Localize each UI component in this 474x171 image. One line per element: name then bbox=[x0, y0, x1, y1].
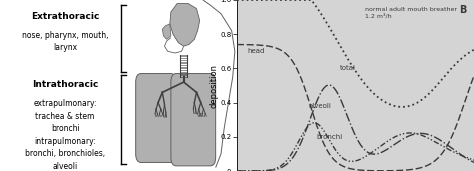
Text: bronchi: bronchi bbox=[317, 134, 343, 140]
Polygon shape bbox=[170, 3, 200, 46]
Text: Intrathoracic: Intrathoracic bbox=[32, 80, 99, 89]
Y-axis label: deposition: deposition bbox=[210, 63, 219, 108]
Text: total: total bbox=[340, 65, 356, 71]
Text: alveoli: alveoli bbox=[309, 103, 331, 109]
Text: extrapulmonary:
trachea & stem
bronchi
intrapulmonary:
bronchi, bronchioles,
alv: extrapulmonary: trachea & stem bronchi i… bbox=[25, 99, 105, 171]
Text: normal adult mouth breather
1.2 m³/h: normal adult mouth breather 1.2 m³/h bbox=[365, 7, 457, 18]
FancyBboxPatch shape bbox=[136, 74, 176, 162]
Polygon shape bbox=[162, 24, 171, 39]
Text: nose, pharynx, mouth,
larynx: nose, pharynx, mouth, larynx bbox=[22, 31, 109, 52]
FancyBboxPatch shape bbox=[171, 74, 216, 166]
Text: head: head bbox=[247, 48, 265, 54]
Text: B: B bbox=[459, 5, 467, 15]
Text: Extrathoracic: Extrathoracic bbox=[31, 12, 100, 21]
